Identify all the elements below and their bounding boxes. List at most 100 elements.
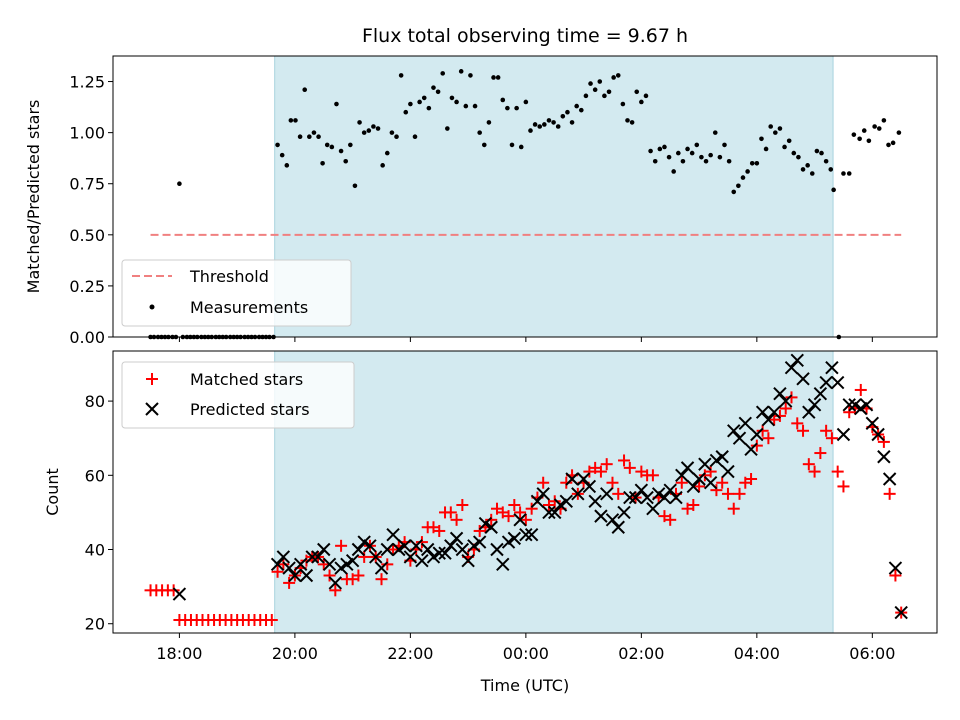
measurement-point [699, 154, 704, 160]
predicted-star-point [293, 557, 308, 572]
measurement-point [472, 103, 478, 109]
measurement-point [890, 140, 896, 146]
measurement-point [417, 99, 422, 105]
measurement-point [348, 142, 353, 148]
ratio-panel: 0.00 0.25 0.50 0.75 1.00 1.25 Matched/Predict… [24, 55, 938, 347]
matched-star-point [375, 573, 388, 586]
matched-star-point [745, 473, 758, 486]
predicted-star-point [288, 568, 302, 583]
predicted-star-point [536, 487, 550, 501]
predicted-star-point [686, 479, 701, 494]
predicted-star-point [623, 490, 637, 505]
predicted-star-point [784, 360, 799, 375]
measurement-point [481, 142, 487, 148]
matched-star-point [727, 502, 740, 515]
measurement-point [316, 134, 321, 140]
measurement-point [329, 144, 335, 150]
matched-star-point [687, 498, 700, 511]
time-x-tick-label: 22:00 [387, 644, 433, 663]
measurement-point [796, 154, 801, 160]
predicted-star-point [675, 468, 689, 483]
predicted-star-point [779, 394, 793, 408]
measurement-point [403, 109, 409, 115]
predicted-star-point [744, 442, 758, 457]
matched-star-point [883, 487, 896, 500]
predicted-star-point [501, 535, 516, 549]
predicted-star-point [374, 561, 389, 575]
predicted-star-point [172, 587, 187, 601]
measurement-point [361, 130, 367, 135]
measurement-point [583, 93, 589, 99]
predicted-star-point [432, 546, 446, 560]
ratio-y-tick-label: 1.25 [69, 73, 105, 92]
measurement-point [338, 148, 344, 154]
matched-star-point [548, 495, 561, 508]
measurement-point [819, 150, 824, 156]
measurement-point [288, 118, 294, 123]
predicted-star-point [328, 576, 343, 590]
measurement-points [148, 69, 902, 340]
predicted-star-point [634, 483, 649, 497]
predicted-star-point [813, 386, 828, 401]
measurement-point [841, 171, 846, 176]
chart-title: Flux total observing time = 9.67 h [362, 25, 688, 47]
measurement-point [500, 97, 506, 103]
matched-star-point [519, 513, 532, 526]
measurement-point [302, 87, 308, 93]
predicted-star-point [363, 539, 377, 553]
predicted-star-point [270, 557, 285, 572]
predicted-star-point [369, 550, 383, 564]
measurement-point [320, 160, 325, 166]
measurement-point [611, 75, 616, 80]
matched-star-point [594, 465, 607, 478]
predicted-star-point [727, 424, 741, 438]
predicted-star-point [640, 490, 654, 505]
predicted-star-point [628, 490, 643, 505]
predicted-star-point [386, 527, 400, 542]
predicted-star-point [415, 553, 429, 568]
predicted-star-point [455, 542, 470, 557]
count-panel: 20 40 60 80 18:00 20:00 22:00 00:00 02:00 04:00 0… [43, 350, 938, 695]
predicted-star-point [282, 561, 296, 575]
time-x-tick-label: 00:00 [503, 644, 549, 663]
matched-star-point [808, 465, 821, 478]
ratio-panel-frame [112, 55, 938, 338]
predicted-star-point [484, 520, 498, 534]
measurement-point [786, 138, 792, 144]
matched-star-point [167, 584, 180, 597]
measurement-point [615, 73, 621, 78]
predicted-star-point [553, 498, 568, 512]
matched-star-point [502, 510, 515, 523]
predicted-star-point [859, 398, 874, 412]
measurement-point [694, 142, 700, 148]
measurement-point [454, 99, 459, 105]
predicted-star-point [565, 472, 579, 486]
time-x-axis-label: Time (UTC) [480, 676, 569, 695]
predicted-star-point [513, 513, 527, 527]
time-x-tick-label: 18:00 [156, 644, 202, 663]
measurement-point [754, 160, 760, 166]
predicted-star-point [773, 386, 787, 401]
predicted-star-point [461, 553, 475, 568]
measurement-point [800, 167, 806, 172]
predicted-star-point [420, 542, 435, 557]
predicted-star-point [542, 505, 556, 520]
measurement-point [759, 136, 764, 142]
measurement-point [551, 120, 556, 125]
matched-star-point [756, 424, 769, 437]
measurement-point [279, 152, 285, 158]
measurement-point [876, 126, 882, 131]
predicted-star-point [444, 539, 458, 553]
ratio-y-axis: 0.00 0.25 0.50 0.75 1.00 1.25 [69, 73, 113, 347]
predicted-star-point [357, 535, 371, 549]
matched-star-point [618, 454, 631, 467]
time-x-axis: 18:00 20:00 22:00 00:00 02:00 04:00 06:00 [156, 633, 895, 663]
time-x-tick-label: 20:00 [272, 644, 318, 663]
measurement-point [851, 132, 857, 137]
matched-star-point [277, 558, 290, 571]
measurement-point [648, 148, 653, 154]
predicted-star-point [559, 494, 573, 508]
measurement-point [523, 99, 529, 105]
measurement-point [440, 71, 446, 76]
predicted-star-point [576, 472, 591, 486]
